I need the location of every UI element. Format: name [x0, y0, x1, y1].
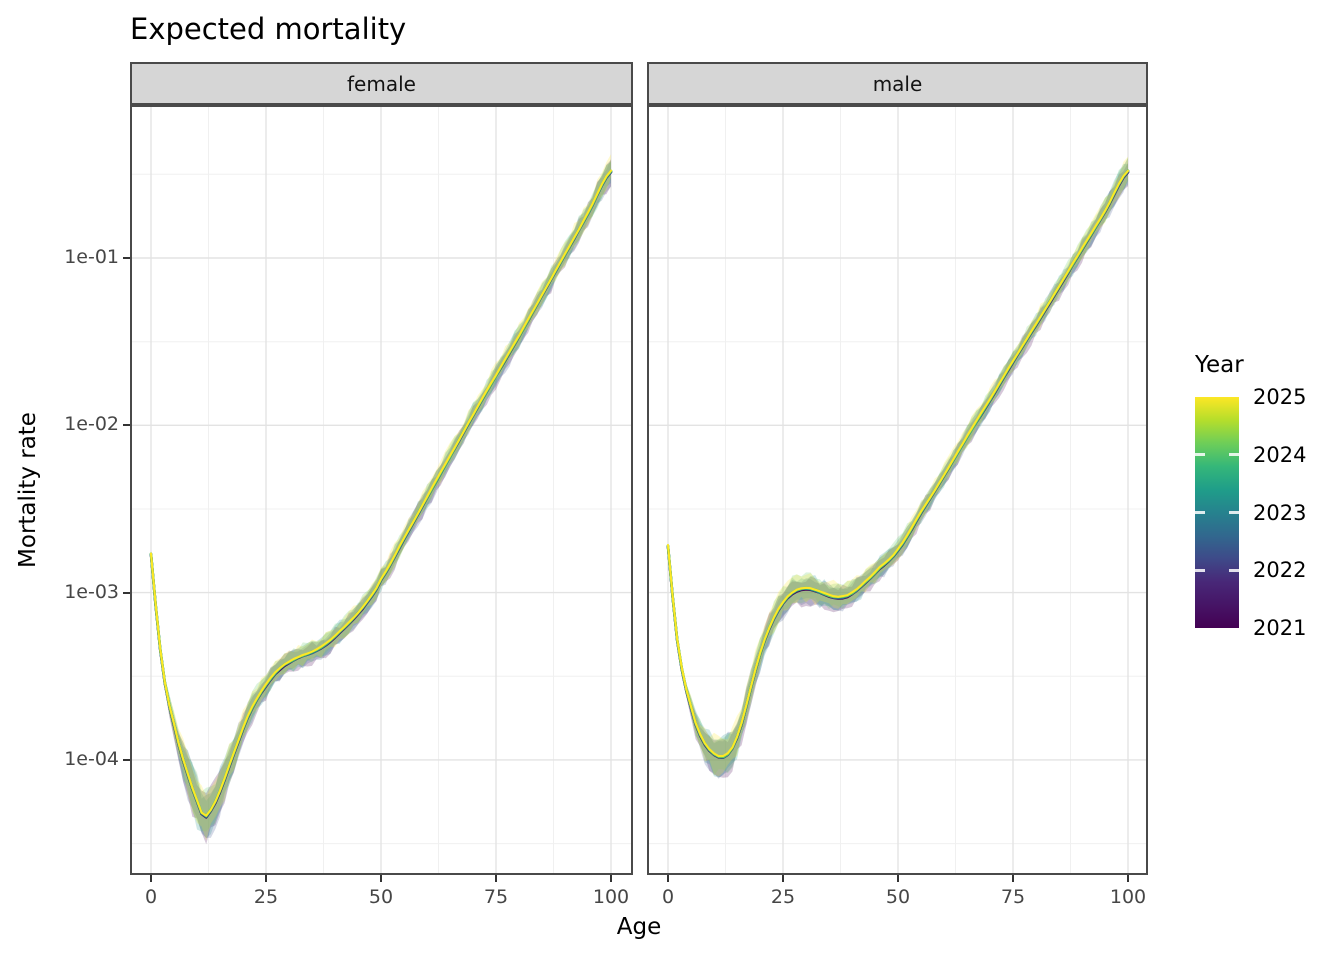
legend-colorbar-tick	[1229, 453, 1239, 457]
legend-year-label: 2022	[1253, 558, 1307, 583]
y-axis-tick-mark	[123, 424, 130, 427]
panel-male	[647, 105, 1148, 875]
x-axis-tick-label: 75	[1000, 886, 1026, 908]
x-axis-tick-label: 100	[592, 886, 630, 908]
x-axis-tick-label: 50	[368, 886, 394, 908]
x-axis-tick-mark	[897, 875, 899, 882]
x-axis-tick-mark	[380, 875, 382, 882]
x-axis-tick-mark	[265, 875, 267, 882]
x-axis-tick-mark	[1012, 875, 1014, 882]
legend-colorbar-tick	[1195, 511, 1205, 514]
legend-colorbar-tick	[1195, 568, 1205, 572]
x-axis-tick-mark	[495, 875, 497, 882]
y-axis-tick-label: 1e-01	[64, 246, 119, 268]
plot-title: Expected mortality	[130, 12, 407, 46]
y-axis-tick-label: 1e-04	[64, 747, 119, 770]
legend-year-label: 2023	[1253, 500, 1307, 525]
facet-strip-label: female	[347, 71, 416, 96]
panel-svg-male	[649, 107, 1146, 873]
facet-strip-female: female	[130, 62, 633, 105]
x-axis-tick-label: 100	[1109, 886, 1147, 908]
x-axis-title: Age	[616, 914, 662, 940]
y-axis-tick-mark	[123, 591, 130, 594]
x-axis-tick-label: 75	[483, 886, 509, 908]
y-axis-tick-mark	[123, 758, 130, 761]
x-axis-tick-mark	[1127, 875, 1129, 882]
legend-year-label: 2021	[1253, 616, 1307, 640]
y-axis-tick-label: 1e-02	[64, 413, 119, 436]
x-axis-tick-label: 25	[253, 886, 279, 908]
legend-title: Year	[1195, 352, 1244, 378]
y-axis-tick-label: 1e-03	[64, 580, 119, 603]
y-axis-title: Mortality rate	[15, 412, 41, 568]
x-axis-tick-mark	[782, 875, 784, 882]
legend-year-label: 2024	[1253, 442, 1307, 467]
legend-colorbar-tick	[1229, 568, 1239, 572]
facet-strip-label: male	[872, 71, 923, 96]
x-axis-tick-label: 50	[885, 886, 911, 908]
panel-female	[130, 105, 633, 875]
facet-strip-male: male	[647, 62, 1148, 105]
x-axis-tick-mark	[610, 875, 612, 882]
legend-colorbar-tick	[1229, 511, 1239, 514]
legend-year-label: 2025	[1253, 385, 1307, 409]
x-axis-tick-mark	[150, 875, 152, 882]
y-axis-tick-mark	[123, 257, 130, 259]
x-axis-tick-mark	[667, 875, 669, 882]
x-axis-tick-label: 0	[661, 886, 675, 908]
x-axis-tick-label: 0	[144, 886, 158, 908]
panel-svg-female	[132, 107, 631, 873]
x-axis-tick-label: 25	[770, 886, 796, 908]
legend-colorbar-tick	[1195, 453, 1205, 457]
